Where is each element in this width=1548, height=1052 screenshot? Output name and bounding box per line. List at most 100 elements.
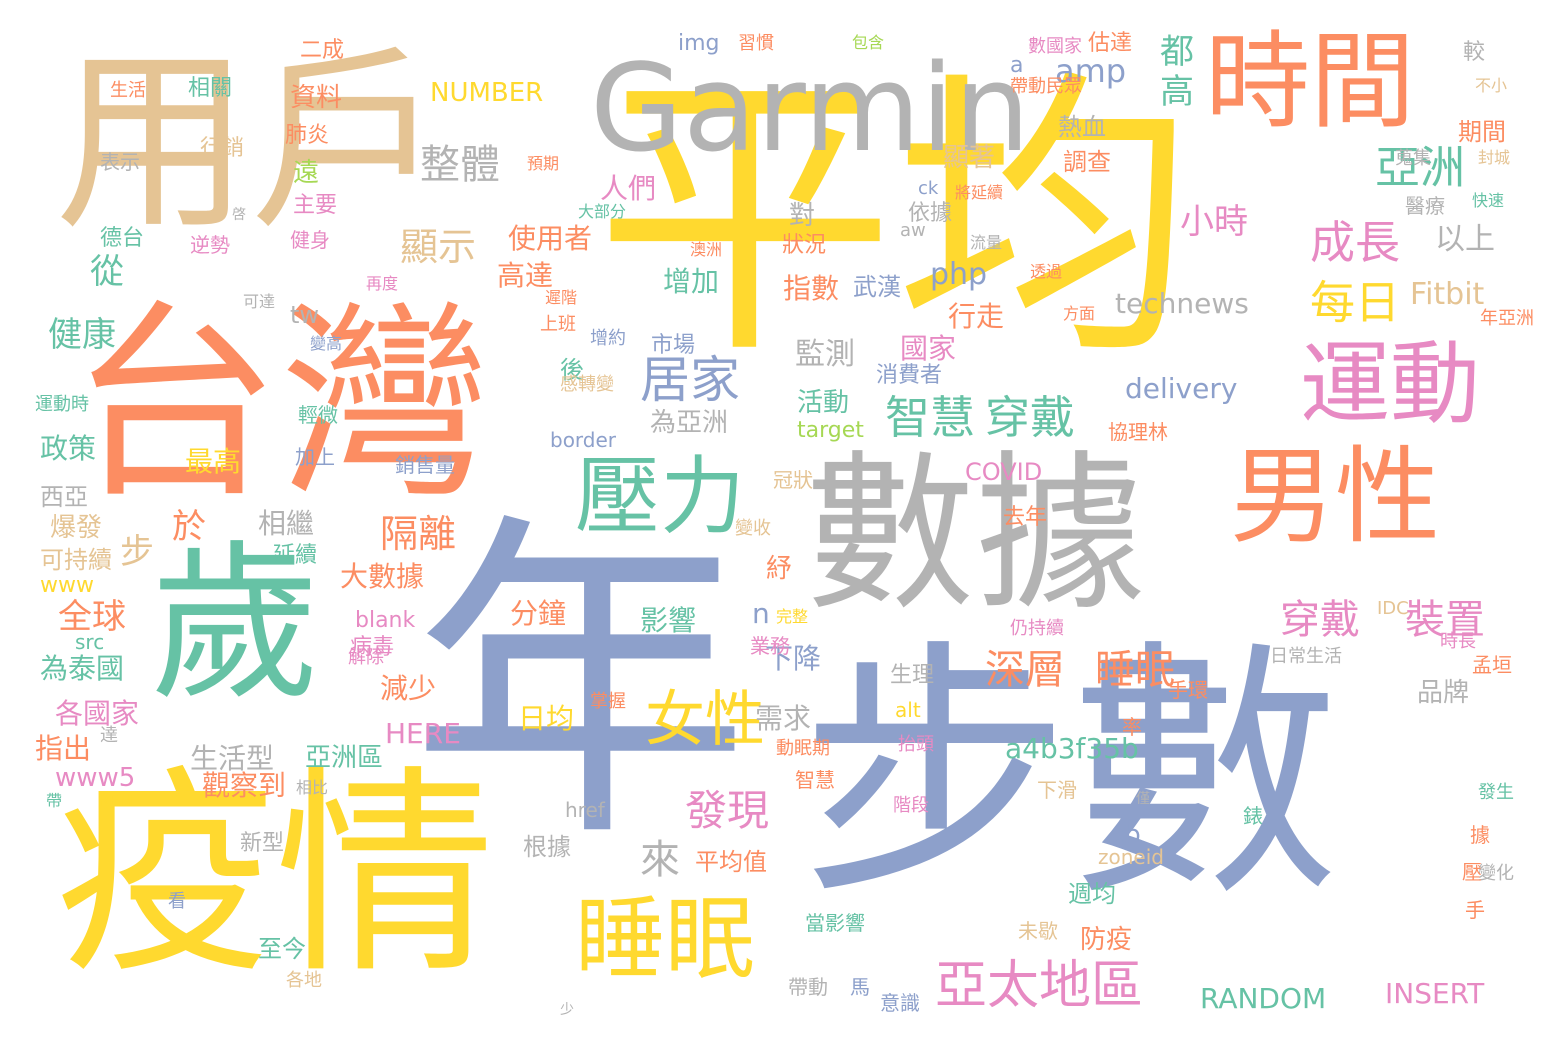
cloud-word: alt bbox=[895, 698, 921, 722]
cloud-word: 活動 bbox=[797, 388, 850, 418]
cloud-word: php bbox=[930, 257, 988, 292]
cloud-word: 壓力 bbox=[575, 448, 746, 547]
cloud-word: 狀況 bbox=[782, 233, 827, 258]
cloud-word: 帶動 bbox=[788, 975, 828, 999]
cloud-word: 最高 bbox=[185, 445, 242, 478]
cloud-word: 不小 bbox=[1475, 76, 1508, 95]
cloud-word: 運動 bbox=[1300, 332, 1480, 437]
cloud-word: 為泰國 bbox=[40, 652, 125, 685]
cloud-word: 資料 bbox=[290, 83, 343, 113]
cloud-word: 監測 bbox=[795, 337, 855, 372]
cloud-word: 睡眠 bbox=[1095, 647, 1175, 693]
cloud-word: 各地 bbox=[286, 970, 322, 991]
cloud-word: 據 bbox=[1470, 823, 1490, 847]
cloud-word: 逆勢 bbox=[190, 233, 230, 257]
cloud-word: 指出 bbox=[35, 732, 92, 765]
cloud-word: src bbox=[75, 630, 105, 654]
cloud-word: 減少 bbox=[380, 672, 437, 705]
cloud-word: href bbox=[565, 798, 605, 822]
cloud-word: 亞洲區 bbox=[305, 743, 384, 773]
cloud-word: 將延續 bbox=[955, 183, 1004, 202]
cloud-word: 馬 bbox=[850, 975, 870, 999]
cloud-word: 手環 bbox=[1168, 678, 1208, 702]
cloud-word: 協理林 bbox=[1108, 420, 1168, 444]
cloud-word: 包含 bbox=[852, 33, 885, 52]
cloud-word: 智慧 bbox=[795, 768, 835, 792]
cloud-word: 發現 bbox=[685, 786, 770, 835]
cloud-word: 仍持續 bbox=[1010, 618, 1064, 639]
cloud-word: border bbox=[550, 428, 617, 452]
cloud-word: 用戶 bbox=[55, 29, 445, 256]
cloud-word: 壓 bbox=[1462, 860, 1482, 884]
cloud-word: 階段 bbox=[893, 795, 929, 816]
cloud-word: 顯示 bbox=[400, 225, 477, 269]
cloud-word: 使用者 bbox=[508, 222, 593, 255]
cloud-word: 習慣 bbox=[738, 33, 774, 54]
cloud-word: 增約 bbox=[590, 328, 626, 349]
cloud-word: 解除 bbox=[348, 647, 384, 668]
cloud-word: 熱血 bbox=[1058, 113, 1106, 141]
cloud-word: 市場 bbox=[651, 333, 696, 358]
cloud-word: 加上 bbox=[295, 445, 335, 469]
cloud-word: 期間 bbox=[1458, 118, 1506, 146]
cloud-word: 冠狀 bbox=[773, 468, 813, 492]
cloud-word: 防疫 bbox=[1080, 925, 1133, 955]
cloud-word: 醫療 bbox=[1405, 194, 1445, 218]
cloud-word: 啓 bbox=[232, 207, 246, 223]
cloud-word: 依據 bbox=[908, 201, 953, 226]
cloud-word: 生活型 bbox=[190, 742, 275, 775]
cloud-word: 影響 bbox=[640, 604, 697, 637]
cloud-word: 感轉變 bbox=[560, 374, 614, 395]
cloud-word: REM bbox=[98, 791, 134, 810]
cloud-word: zoneid bbox=[1098, 845, 1164, 869]
cloud-word: 病毒 bbox=[350, 635, 395, 660]
cloud-word: 行走 bbox=[948, 300, 1005, 333]
cloud-word: 至今 bbox=[258, 935, 306, 963]
cloud-word: 對 bbox=[789, 201, 816, 231]
cloud-word: 手 bbox=[1465, 898, 1485, 922]
cloud-word: 掌握 bbox=[590, 691, 626, 712]
cloud-word: 步數 bbox=[800, 617, 1340, 932]
cloud-word: 當影響 bbox=[805, 911, 865, 935]
cloud-word: 平均 bbox=[595, 45, 1195, 394]
cloud-word: 透過 bbox=[1030, 262, 1063, 281]
cloud-word: 人們 bbox=[600, 172, 657, 205]
cloud-word: 時長 bbox=[1440, 631, 1476, 652]
cloud-word: 較 bbox=[1463, 40, 1486, 65]
cloud-word: 高 bbox=[1160, 72, 1194, 112]
cloud-word: 年亞洲 bbox=[1480, 308, 1534, 329]
cloud-word: 相繼 bbox=[258, 507, 315, 540]
cloud-word: 運動時 bbox=[35, 394, 89, 415]
cloud-word: 從 bbox=[90, 252, 124, 292]
cloud-word: 西亞 bbox=[40, 483, 88, 511]
cloud-word: cb bbox=[1110, 820, 1141, 850]
cloud-word: 估達 bbox=[1088, 31, 1133, 56]
cloud-word: 動眠期 bbox=[776, 738, 830, 759]
cloud-word: 相比 bbox=[296, 778, 329, 797]
cloud-word: 流量 bbox=[970, 233, 1003, 252]
cloud-word: www bbox=[40, 573, 94, 598]
cloud-word: 台灣 bbox=[70, 282, 491, 527]
cloud-word: 政策 bbox=[40, 432, 97, 465]
cloud-word: 步 bbox=[120, 532, 154, 572]
cloud-word: 銷售量 bbox=[395, 453, 455, 477]
cloud-word: INSERT bbox=[1385, 977, 1485, 1010]
cloud-word: 男性 bbox=[1230, 436, 1441, 558]
cloud-word: 變高 bbox=[310, 334, 343, 353]
cloud-word: a4b3f35b bbox=[1005, 732, 1139, 765]
cloud-word: 未歇 bbox=[1018, 919, 1058, 943]
cloud-word: 亞太地區 bbox=[935, 956, 1144, 1016]
cloud-word: 穿戴 bbox=[985, 391, 1076, 444]
cloud-word: IDC bbox=[1377, 598, 1409, 619]
cloud-word: 澳洲 bbox=[690, 240, 723, 259]
cloud-word: 居家 bbox=[640, 351, 740, 409]
cloud-word: 女性 bbox=[645, 685, 765, 755]
cloud-word: 快速 bbox=[1472, 191, 1505, 210]
cloud-word: 下滑 bbox=[1037, 778, 1077, 802]
cloud-word: 完整 bbox=[776, 607, 809, 626]
cloud-word: 帶動民眾 bbox=[1010, 76, 1082, 97]
cloud-word: 武漢 bbox=[853, 273, 901, 301]
cloud-word: 日常生活 bbox=[1270, 646, 1342, 667]
cloud-word: 延續 bbox=[273, 543, 318, 568]
